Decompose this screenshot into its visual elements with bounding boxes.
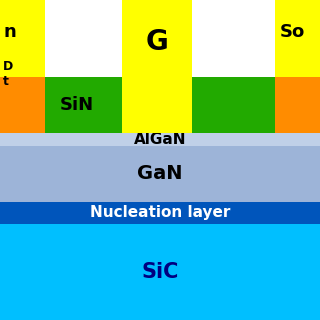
Bar: [122, 0, 192, 133]
Text: AlGaN: AlGaN: [134, 132, 186, 147]
Bar: [0, 133, 320, 146]
Text: GaN: GaN: [137, 164, 183, 183]
Bar: [0, 224, 320, 320]
Text: So: So: [280, 23, 305, 41]
Bar: [45, 0, 122, 77]
Text: SiN: SiN: [60, 96, 94, 114]
Bar: [0, 0, 45, 77]
Bar: [0, 77, 166, 133]
Bar: [275, 77, 320, 133]
Bar: [0, 77, 45, 133]
Text: SiC: SiC: [141, 262, 179, 282]
Text: n: n: [3, 23, 16, 41]
Text: G: G: [145, 28, 168, 56]
Text: Nucleation layer: Nucleation layer: [90, 205, 230, 220]
Bar: [0, 202, 320, 224]
Bar: [275, 0, 320, 77]
Bar: [192, 77, 320, 133]
Text: D
t: D t: [3, 60, 13, 88]
Bar: [0, 146, 320, 202]
Bar: [192, 0, 275, 77]
